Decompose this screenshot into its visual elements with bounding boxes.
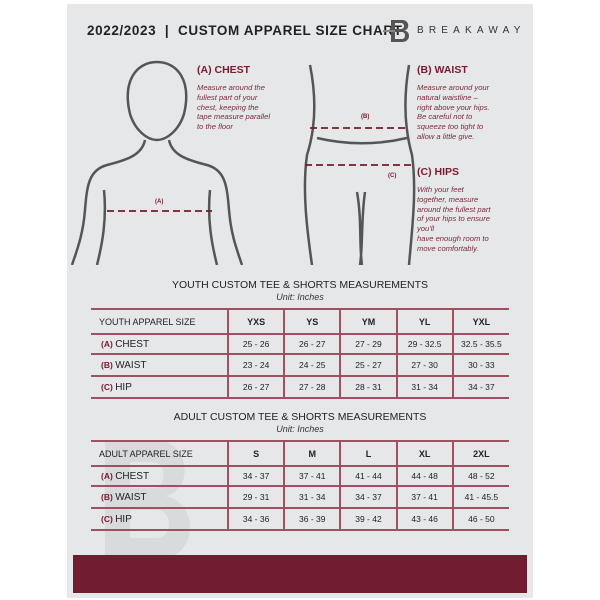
table-row: (A) CHEST 34 - 37 37 - 41 41 - 44 44 - 48 48 …	[91, 465, 509, 486]
row-name: CHEST	[115, 470, 150, 482]
row-label: (A) CHEST	[91, 465, 228, 486]
table-cell: 36 - 39	[283, 507, 341, 531]
table-cell: 41 - 44	[339, 465, 397, 486]
row-letter: (B)	[101, 359, 113, 370]
table-cell: 27 - 28	[283, 375, 341, 399]
row-name: CHEST	[115, 338, 150, 350]
youth-unit: Unit: Inches	[276, 292, 324, 302]
torso-outline	[70, 139, 244, 265]
table-cell: 30 - 33	[451, 353, 509, 376]
header-label: YOUTH APPAREL SIZE	[91, 308, 228, 334]
table-cell: 25 - 27	[339, 353, 397, 376]
size-header: 2XL	[451, 440, 509, 466]
waist-tag: (B)	[361, 114, 370, 120]
row-label: (C) HIP	[91, 375, 228, 399]
row-letter: (C)	[101, 513, 113, 524]
row-name: HIP	[115, 513, 132, 525]
size-header: L	[339, 440, 397, 466]
page-title: 2022/2023 | CUSTOM APPAREL SIZE CHART	[87, 23, 403, 38]
head-outline	[126, 60, 188, 142]
table-cell: 25 - 26	[226, 333, 285, 354]
table-row: (C) HIP 34 - 36 36 - 39 39 - 42 43 - 46 46 - …	[91, 507, 509, 531]
row-letter: (A)	[101, 470, 113, 481]
table-cell: 27 - 29	[339, 333, 397, 354]
row-letter: (C)	[101, 381, 113, 392]
chest-description: Measure around the fullest part of your …	[197, 83, 271, 132]
size-header: YXL	[451, 308, 509, 334]
row-label: (A) CHEST	[91, 333, 228, 354]
row-label: (B) WAIST	[91, 353, 228, 376]
row-name: WAIST	[115, 491, 147, 503]
table-cell: 46 - 50	[451, 507, 509, 531]
table-cell: 44 - 48	[395, 465, 453, 486]
breakaway-logo-icon	[383, 20, 410, 42]
size-header: YM	[339, 308, 397, 334]
hips-tag: (C)	[388, 173, 397, 179]
adult-table-title: ADULT CUSTOM TEE & SHORTS MEASUREMENTS	[173, 411, 427, 423]
adult-size-table: ADULT APPAREL SIZE S M L XL 2XL (A) CHEST 34 - …	[91, 440, 509, 531]
table-row: (B) WAIST 23 - 24 24 - 25 25 - 27 27 - 30 30 …	[91, 353, 509, 376]
table-cell: 41 - 45.5	[451, 485, 509, 508]
table-cell: 48 - 52	[451, 465, 509, 486]
table-cell: 26 - 27	[283, 333, 341, 354]
row-name: WAIST	[115, 359, 147, 371]
row-letter: (B)	[101, 491, 113, 502]
row-label: (B) WAIST	[91, 485, 228, 508]
hips-heading: (C) HIPS	[417, 166, 459, 178]
size-header: S	[226, 440, 285, 466]
row-name: HIP	[115, 381, 132, 393]
size-header: YS	[283, 308, 341, 334]
chest-tag: (A)	[155, 199, 164, 205]
brand-name: BREAKAWAY	[417, 25, 526, 36]
hips-description: With your feet together, measure around …	[417, 185, 491, 253]
table-row: (A) CHEST 25 - 26 26 - 27 27 - 29 29 - 32.5 3…	[91, 333, 509, 354]
table-cell: 34 - 37	[226, 465, 285, 486]
table-cell: 32.5 - 35.5	[451, 333, 509, 354]
table-cell: 29 - 31	[226, 485, 285, 508]
youth-size-table: YOUTH APPAREL SIZE YXS YS YM YL YXL (A) CHEST 2…	[91, 308, 509, 399]
table-cell: 43 - 46	[395, 507, 453, 531]
table-cell: 34 - 37	[339, 485, 397, 508]
table-cell: 31 - 34	[395, 375, 453, 399]
footer-band	[73, 555, 527, 593]
chest-heading: (A) CHEST	[197, 64, 251, 76]
waist-description: Measure around your natural waistline – …	[417, 83, 490, 141]
body-illustration	[70, 60, 416, 265]
table-cell: 26 - 27	[226, 375, 285, 399]
waist-heading: (B) WAIST	[417, 64, 468, 76]
table-cell: 37 - 41	[395, 485, 453, 508]
header-label: ADULT APPAREL SIZE	[91, 440, 228, 466]
table-cell: 27 - 30	[395, 353, 453, 376]
size-header: YXS	[226, 308, 285, 334]
table-header-row: ADULT APPAREL SIZE S M L XL 2XL	[91, 440, 509, 466]
table-header-row: YOUTH APPAREL SIZE YXS YS YM YL YXL	[91, 308, 509, 334]
table-row: (C) HIP 26 - 27 27 - 28 28 - 31 31 - 34 34 - …	[91, 375, 509, 399]
table-cell: 37 - 41	[283, 465, 341, 486]
table-cell: 23 - 24	[226, 353, 285, 376]
table-row: (B) WAIST 29 - 31 31 - 34 34 - 37 37 - 41 41 …	[91, 485, 509, 508]
row-letter: (A)	[101, 338, 113, 349]
size-header: XL	[395, 440, 453, 466]
table-cell: 24 - 25	[283, 353, 341, 376]
table-cell: 34 - 37	[451, 375, 509, 399]
table-cell: 39 - 42	[339, 507, 397, 531]
table-cell: 34 - 36	[226, 507, 285, 531]
row-label: (C) HIP	[91, 507, 228, 531]
youth-table-title: YOUTH CUSTOM TEE & SHORTS MEASUREMENTS	[171, 279, 429, 291]
lower-body-outline	[303, 64, 416, 265]
table-cell: 28 - 31	[339, 375, 397, 399]
adult-unit: Unit: Inches	[276, 424, 324, 434]
size-header: YL	[395, 308, 453, 334]
table-cell: 29 - 32.5	[395, 333, 453, 354]
size-header: M	[283, 440, 341, 466]
table-cell: 31 - 34	[283, 485, 341, 508]
